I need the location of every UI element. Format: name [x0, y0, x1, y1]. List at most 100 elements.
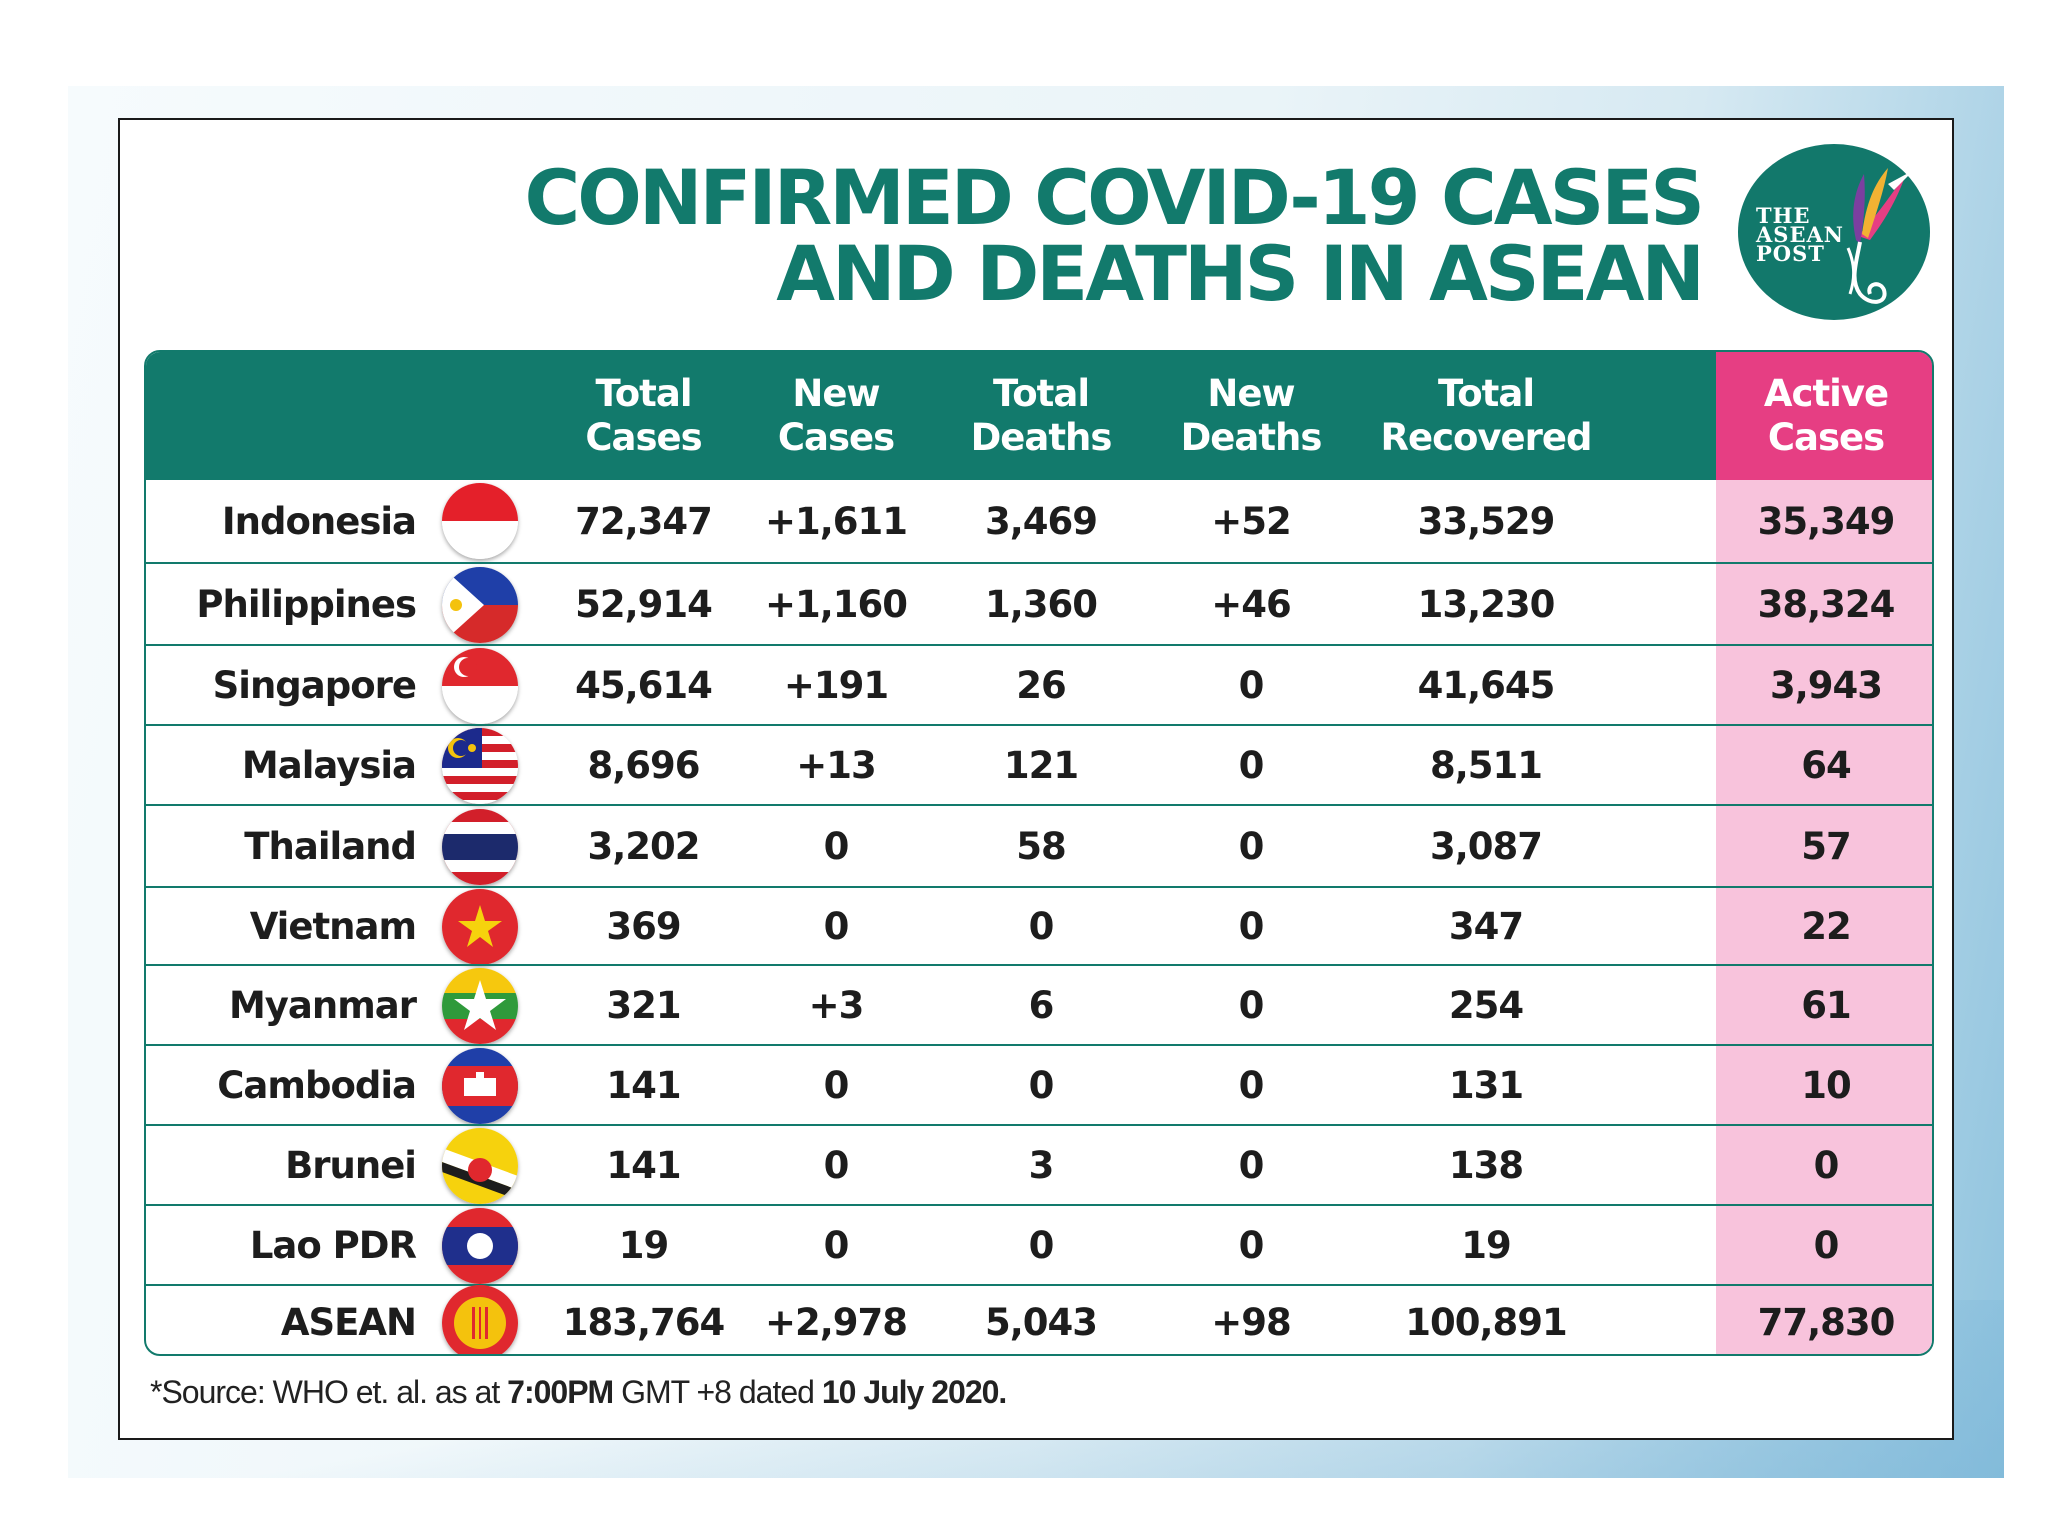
source-middle: GMT +8 dated [613, 1374, 822, 1410]
table-row: Vietnam 369 0 0 0 347 22 [146, 886, 1932, 965]
cell-total-deaths: 0 [1028, 1063, 1055, 1107]
cell-new-deaths: 0 [1238, 983, 1265, 1027]
infographic-title: CONFIRMED COVID-19 CASES AND DEATHS IN A… [525, 160, 1705, 318]
table-row: ASEAN 183,764 +2,978 5,043 +98 100,891 77,830 [146, 1284, 1932, 1354]
infographic-card: CONFIRMED COVID-19 CASES AND DEATHS IN A… [118, 118, 1954, 1440]
cell-total-deaths: 1,360 [984, 582, 1098, 626]
logo-text-post: POST [1756, 241, 1825, 266]
country-name: Malaysia [241, 743, 417, 787]
cell-new-deaths: 0 [1238, 663, 1265, 707]
cell-total-recovered: 131 [1448, 1063, 1524, 1107]
singapore-flag-icon [442, 648, 518, 724]
cell-total-recovered: 19 [1461, 1223, 1512, 1267]
country-name: Cambodia [217, 1063, 417, 1107]
cell-active-cases: 0 [1813, 1223, 1840, 1267]
country-name: Brunei [285, 1143, 417, 1187]
cell-new-cases: +13 [796, 743, 877, 787]
table-row: Thailand 3,202 0 58 0 3,087 57 [146, 804, 1932, 886]
cell-active-cases: 77,830 [1757, 1300, 1896, 1344]
logo-text-asean: ASEAN [1756, 222, 1844, 247]
table-header: Total Cases New Cases Total Deaths New D… [146, 352, 1932, 480]
source-date: 10 July 2020. [821, 1374, 1007, 1410]
active-cases-column [1716, 480, 1932, 1354]
covid-table: Total Cases New Cases Total Deaths New D… [144, 350, 1934, 1356]
cell-new-deaths: 0 [1238, 1223, 1265, 1267]
cell-total-recovered: 100,891 [1405, 1300, 1568, 1344]
cell-total-cases: 8,696 [587, 743, 700, 787]
cell-total-recovered: 3,087 [1429, 824, 1543, 868]
source-prefix: *Source: WHO et. al. as at [150, 1374, 508, 1410]
header-new-cases: New Cases [777, 372, 895, 459]
table-row: Cambodia 141 0 0 0 131 10 [146, 1044, 1932, 1124]
cell-total-deaths: 5,043 [984, 1300, 1098, 1344]
cell-total-cases: 183,764 [562, 1300, 726, 1344]
laos-flag-icon [442, 1208, 518, 1284]
cell-total-recovered: 8,511 [1429, 743, 1543, 787]
asean-flag-icon [442, 1285, 518, 1354]
header-total-recovered: Total Recovered [1380, 372, 1593, 459]
cell-total-cases: 141 [606, 1063, 681, 1107]
cell-active-cases: 35,349 [1757, 499, 1896, 543]
table-row: Brunei 141 0 3 0 138 0 [146, 1124, 1932, 1204]
country-name: Thailand [244, 824, 417, 868]
cell-new-deaths: 0 [1238, 1143, 1265, 1187]
cell-total-cases: 321 [606, 983, 681, 1027]
table-row: Singapore 45,614 +191 26 0 41,645 3,943 [146, 644, 1932, 724]
cell-total-cases: 3,202 [587, 824, 700, 868]
cell-active-cases: 0 [1813, 1143, 1840, 1187]
cell-total-cases: 19 [618, 1223, 670, 1267]
source-note: *Source: WHO et. al. as at 7:00PM GMT +8… [150, 1374, 1007, 1411]
logo-text: THE ASEAN POST [1756, 203, 1866, 266]
source-time: 7:00PM [507, 1374, 614, 1410]
vietnam-flag-icon [442, 889, 518, 965]
header-total-cases: Total Cases [585, 372, 702, 459]
cell-active-cases: 10 [1801, 1063, 1852, 1107]
cell-active-cases: 22 [1801, 904, 1852, 948]
cell-new-cases: 0 [823, 1143, 850, 1187]
country-name: Singapore [212, 663, 417, 707]
cell-total-deaths: 3 [1028, 1143, 1055, 1187]
table-row: Lao PDR 19 0 0 0 19 0 [146, 1204, 1932, 1284]
logo-text-the: THE [1756, 203, 1811, 228]
hummingbird-icon [1846, 168, 1914, 304]
table-row: Myanmar 321 +3 6 0 254 61 [146, 964, 1932, 1044]
cell-new-deaths: 0 [1238, 743, 1265, 787]
header-new-deaths: New Deaths [1180, 372, 1323, 459]
cell-total-recovered: 13,230 [1417, 582, 1556, 626]
cell-active-cases: 3,943 [1769, 663, 1883, 707]
country-name: Philippines [196, 582, 417, 626]
cell-new-deaths: +46 [1211, 582, 1292, 626]
header-total-deaths: Total Deaths [970, 372, 1113, 459]
country-name: Indonesia [221, 499, 417, 543]
asean-post-logo: THE ASEAN POST [1738, 144, 1930, 320]
philippines-flag-icon [442, 567, 518, 643]
cell-active-cases: 38,324 [1757, 582, 1896, 626]
cell-new-cases: 0 [823, 824, 850, 868]
cell-total-cases: 45,614 [575, 663, 713, 707]
cell-total-deaths: 0 [1028, 1223, 1055, 1267]
cell-total-recovered: 33,529 [1417, 499, 1556, 543]
cell-total-deaths: 58 [1016, 824, 1067, 868]
thailand-flag-icon [442, 809, 518, 885]
cell-new-deaths: +98 [1211, 1300, 1292, 1344]
cell-new-cases: 0 [823, 904, 850, 948]
cell-new-cases: +2,978 [764, 1300, 908, 1344]
cell-active-cases: 61 [1801, 983, 1852, 1027]
cambodia-flag-icon [442, 1048, 518, 1124]
cell-new-cases: +3 [808, 983, 865, 1027]
cell-total-recovered: 138 [1448, 1143, 1524, 1187]
cell-total-deaths: 0 [1028, 904, 1055, 948]
cell-total-deaths: 6 [1028, 983, 1055, 1027]
cell-new-deaths: 0 [1238, 824, 1265, 868]
cell-new-cases: 0 [823, 1223, 850, 1267]
cell-total-cases: 141 [606, 1143, 681, 1187]
cell-new-deaths: +52 [1211, 499, 1292, 543]
cell-new-cases: +191 [783, 663, 889, 707]
cell-total-recovered: 347 [1448, 904, 1524, 948]
indonesia-flag-icon [442, 483, 518, 559]
cell-new-cases: 0 [823, 1063, 850, 1107]
cell-new-deaths: 0 [1238, 904, 1265, 948]
title-line-2: AND DEATHS IN ASEAN [776, 229, 1705, 318]
cell-total-cases: 72,347 [575, 499, 713, 543]
cell-new-cases: +1,611 [764, 499, 908, 543]
